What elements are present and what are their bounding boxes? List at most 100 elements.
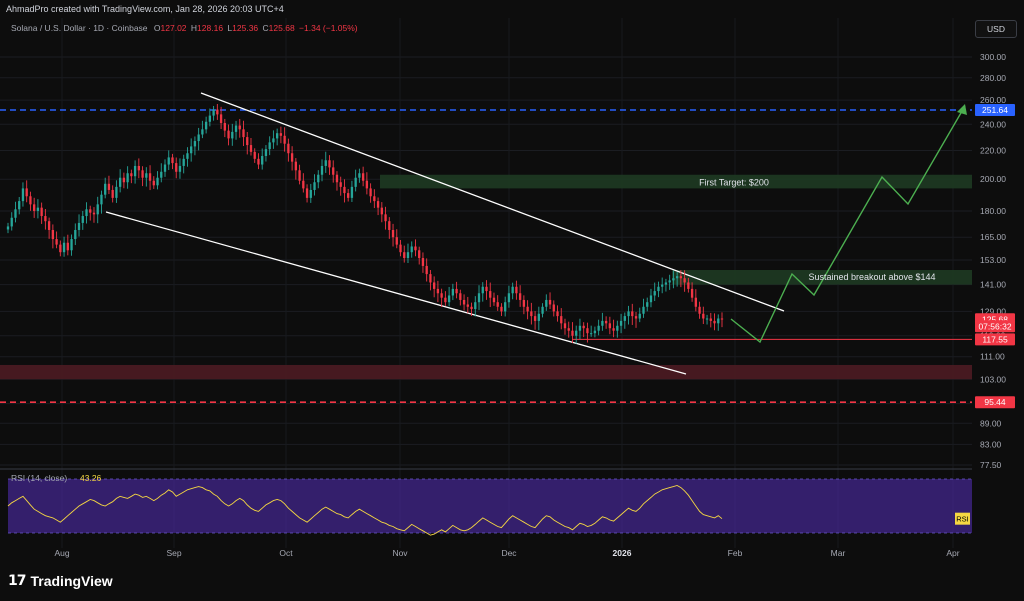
candle	[380, 207, 383, 215]
time-tick-label: Dec	[501, 548, 517, 558]
tradingview-logo[interactable]: 17 TradingView	[8, 573, 113, 589]
candle	[623, 316, 626, 321]
candle	[294, 161, 298, 171]
price-tick-label: 83.00	[980, 439, 1002, 449]
candle	[593, 330, 597, 334]
candle	[264, 149, 268, 157]
candle	[350, 186, 354, 198]
candle	[253, 151, 256, 159]
candle	[47, 221, 51, 230]
candle	[59, 244, 62, 253]
candle	[275, 133, 279, 139]
candle	[328, 160, 331, 168]
candle	[545, 299, 548, 307]
candle	[92, 212, 96, 215]
candle	[462, 299, 466, 305]
candle	[418, 250, 421, 259]
candle	[238, 125, 241, 130]
candle	[361, 173, 365, 181]
candle	[391, 229, 395, 238]
candle	[672, 278, 675, 281]
candle	[137, 165, 140, 171]
level-lines	[0, 109, 972, 404]
candle	[208, 115, 212, 122]
candle	[313, 182, 316, 190]
candle	[429, 274, 432, 283]
candle	[223, 123, 226, 131]
candle	[268, 142, 271, 150]
candle	[302, 180, 305, 189]
candle	[317, 174, 320, 183]
price-tick-label: 300.00	[980, 52, 1006, 62]
candle	[432, 282, 436, 289]
candle	[627, 311, 630, 317]
candle	[163, 164, 167, 172]
ohlc-close-label: C	[262, 23, 269, 33]
top-bar: AhmadPro created with TradingView.com, J…	[0, 0, 1024, 18]
candle	[193, 141, 197, 147]
candle	[489, 291, 492, 298]
price-tick-label: 260.00	[980, 95, 1006, 105]
candle	[590, 333, 593, 335]
candle	[51, 229, 55, 240]
candle	[115, 186, 118, 198]
grid-lines	[0, 18, 972, 548]
ohlc-open: 127.02	[160, 23, 187, 33]
candle	[705, 318, 709, 320]
candle	[552, 304, 555, 312]
candle	[698, 306, 701, 314]
trend-channel	[105, 92, 785, 375]
candle	[634, 316, 638, 319]
candle	[720, 318, 724, 320]
time-tick-label: Aug	[54, 548, 69, 558]
candle	[530, 311, 533, 317]
rsi-badge-text: RSI	[956, 515, 969, 524]
candle	[234, 125, 238, 132]
currency-button[interactable]: USD	[975, 20, 1017, 38]
candle	[358, 173, 361, 178]
candle	[687, 282, 690, 289]
candle	[440, 293, 443, 298]
price-label-badge	[975, 103, 1015, 116]
candle	[246, 137, 249, 146]
price-chart[interactable]: First Target: $200 Sustained breakout abo…	[0, 18, 1024, 584]
rsi-band	[8, 479, 972, 533]
candle	[190, 146, 193, 154]
price-tick-label: 129.00	[980, 306, 1006, 316]
candle	[642, 306, 645, 314]
candle	[661, 284, 664, 287]
candle	[466, 304, 469, 307]
candle	[231, 131, 234, 139]
candle	[197, 134, 200, 142]
price-tick-label: 200.00	[980, 174, 1006, 184]
candle	[18, 201, 21, 210]
footer	[0, 566, 1024, 601]
candle	[283, 135, 286, 144]
candle	[365, 180, 369, 189]
support-zone	[0, 364, 972, 380]
candle	[694, 297, 697, 307]
candle	[575, 330, 578, 336]
candle	[376, 201, 380, 208]
symbol-title: Solana / U.S. Dollar · 1D · Coinbase	[11, 23, 148, 33]
candle	[33, 204, 36, 211]
candle	[526, 306, 529, 312]
candle	[332, 167, 335, 175]
price-tick-label: 153.00	[980, 255, 1006, 265]
candle	[481, 286, 484, 294]
candle	[563, 323, 567, 329]
price-tick-label: 220.00	[980, 145, 1006, 155]
candle	[668, 280, 671, 283]
candle	[616, 325, 619, 331]
candle	[104, 183, 107, 195]
candle	[182, 158, 185, 166]
candle	[515, 286, 518, 294]
ohlc-high-label: H	[190, 23, 198, 33]
candle	[388, 221, 391, 230]
ohlc-high: 128.16	[197, 23, 224, 33]
rsi-line	[7, 485, 723, 536]
price-tick-label: 240.00	[980, 119, 1006, 129]
candle	[40, 207, 43, 217]
candle	[608, 323, 612, 329]
candle	[219, 114, 223, 124]
